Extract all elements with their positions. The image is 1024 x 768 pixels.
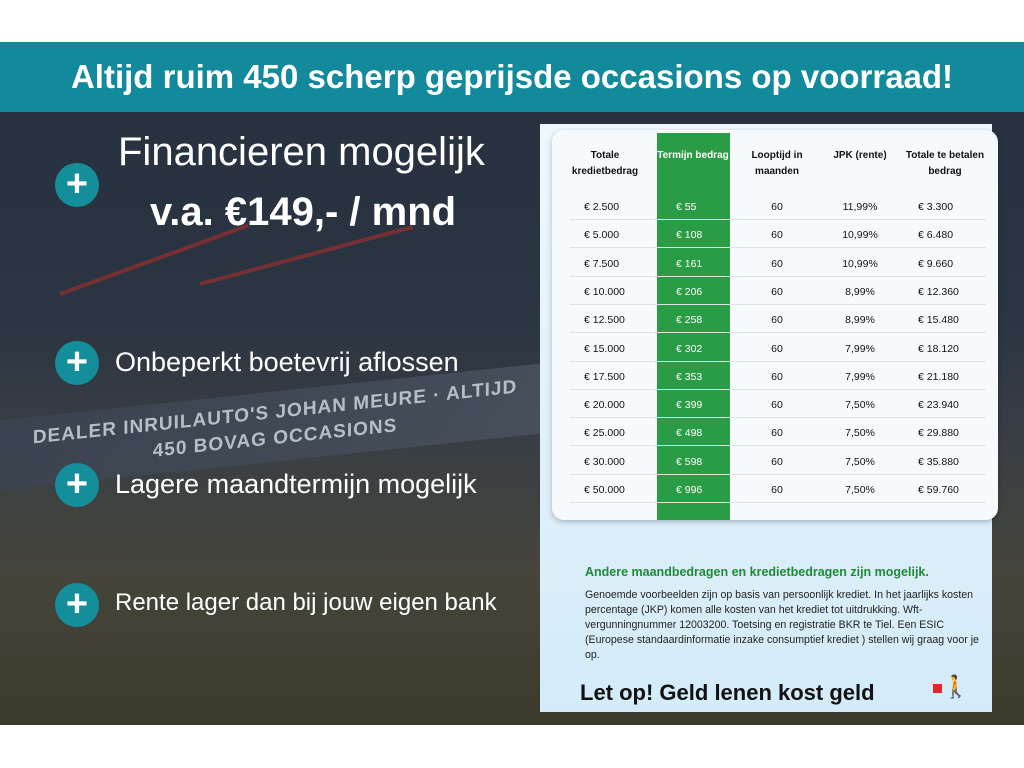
table-row: € 5.000 € 108 60 10,99% € 6.480 bbox=[570, 220, 986, 249]
table-cell: € 15.000 bbox=[584, 342, 625, 355]
table-row: € 50.000 € 996 60 7,50% € 59.760 bbox=[570, 475, 986, 503]
table-cell: € 7.500 bbox=[584, 257, 620, 270]
table-cell: € 59.760 bbox=[918, 484, 959, 496]
warning-text: Let op! Geld lenen kost geld bbox=[580, 680, 875, 705]
plus-icon: + bbox=[55, 463, 99, 507]
table-cell: 8,99% bbox=[845, 285, 875, 298]
table-cell: € 17.500 bbox=[584, 370, 625, 383]
table-cell: € 3.300 bbox=[918, 201, 954, 213]
table-cell: € 9.660 bbox=[918, 257, 954, 270]
table-cell: 10,99% bbox=[842, 257, 878, 270]
feature-item: Rente lager dan bij jouw eigen bank bbox=[115, 589, 497, 616]
column-header: Totale kredietbedrag bbox=[571, 150, 639, 177]
table-row: € 25.000 € 498 60 7,50% € 29.880 bbox=[570, 418, 986, 447]
table-cell: € 161 bbox=[676, 257, 703, 270]
table-cell: € 498 bbox=[676, 427, 703, 440]
column-header: JPK (rente) bbox=[833, 150, 887, 161]
table-row: € 2.500 € 55 60 11,99% € 3.300 bbox=[570, 192, 986, 220]
table-cell: € 206 bbox=[676, 285, 703, 298]
table-cell: € 302 bbox=[676, 342, 703, 355]
dealer-sign-text: DEALER INRUILAUTO'S JOHAN MEURE · ALTIJD… bbox=[32, 376, 518, 462]
table-cell: € 30.000 bbox=[584, 455, 625, 468]
table-cell: 7,99% bbox=[845, 342, 875, 355]
highlight-column bbox=[657, 133, 730, 520]
table-row: € 7.500 € 161 60 10,99% € 9.660 bbox=[570, 249, 986, 277]
table-cell: € 353 bbox=[676, 370, 703, 383]
table-cell: € 55 bbox=[676, 201, 697, 213]
table-cell: € 21.180 bbox=[918, 370, 959, 383]
table-cell: 60 bbox=[771, 201, 783, 213]
table-cell: € 35.880 bbox=[918, 455, 959, 468]
table-cell: 7,50% bbox=[845, 427, 875, 440]
plus-icon: + bbox=[55, 163, 99, 207]
note-body: Genoemde voorbeelden zijn op basis van p… bbox=[585, 589, 979, 661]
feature-item: Lagere maandtermijn mogelijk bbox=[115, 469, 477, 499]
table-cell: € 10.000 bbox=[584, 285, 625, 298]
table-row: € 12.500 € 258 60 8,99% € 15.480 bbox=[570, 305, 986, 334]
table-cell: € 15.480 bbox=[918, 314, 959, 327]
table-cell: € 29.880 bbox=[918, 427, 959, 440]
table-cell: € 258 bbox=[676, 314, 703, 327]
table-cell: 8,99% bbox=[845, 314, 875, 327]
table-cell: € 108 bbox=[676, 229, 703, 242]
table-cell: € 399 bbox=[676, 399, 703, 412]
headline-line1: Financieren mogelijk bbox=[118, 130, 485, 174]
table-cell: 7,50% bbox=[845, 484, 875, 496]
table-cell: € 18.120 bbox=[918, 342, 959, 355]
column-header: Termijn bedrag bbox=[657, 150, 729, 161]
plus-icon: + bbox=[55, 583, 99, 627]
table-cell: € 996 bbox=[676, 484, 703, 496]
table-cell: 60 bbox=[771, 484, 783, 496]
plus-icon: + bbox=[55, 341, 99, 385]
table-cell: 7,99% bbox=[845, 370, 875, 383]
walking-person-icon: 🚶 bbox=[933, 674, 969, 700]
headline-price: v.a. €149,- / mnd bbox=[150, 190, 457, 234]
column-header: Totale te betalen bedrag bbox=[905, 150, 985, 177]
table-cell: € 2.500 bbox=[584, 201, 620, 213]
table-cell: 60 bbox=[771, 455, 783, 468]
table-cell: 11,99% bbox=[842, 201, 878, 213]
table-cell: € 598 bbox=[676, 455, 703, 468]
top-banner: Altijd ruim 450 scherp geprijsde occasio… bbox=[0, 42, 1024, 112]
table-cell: 60 bbox=[771, 229, 783, 242]
table-cell: 60 bbox=[771, 399, 783, 412]
table-cell: 7,50% bbox=[845, 399, 875, 412]
feature-item: Onbeperkt boetevrij aflossen bbox=[115, 347, 459, 377]
table-row: € 17.500 € 353 60 7,99% € 21.180 bbox=[570, 362, 986, 390]
table-cell: € 12.500 bbox=[584, 314, 625, 327]
table-cell: € 6.480 bbox=[918, 229, 954, 242]
table-cell: 60 bbox=[771, 257, 783, 270]
table-row: € 15.000 € 302 60 7,99% € 18.120 bbox=[570, 334, 986, 362]
table-cell: 60 bbox=[771, 342, 783, 355]
table-cell: € 25.000 bbox=[584, 427, 625, 440]
table-cell: 60 bbox=[771, 370, 783, 383]
table-cell: € 5.000 bbox=[584, 229, 620, 242]
table-row: € 30.000 € 598 60 7,50% € 35.880 bbox=[570, 447, 986, 475]
table-cell: € 23.940 bbox=[918, 399, 959, 412]
table-row: € 10.000 € 206 60 8,99% € 12.360 bbox=[570, 277, 986, 305]
table-cell: € 20.000 bbox=[584, 399, 625, 412]
finance-table: Totale kredietbedrag Termijn bedrag Loopti… bbox=[552, 130, 998, 520]
table-cell: 60 bbox=[771, 314, 783, 327]
column-header: Looptijd in maanden bbox=[751, 150, 803, 177]
note-title: Andere maandbedragen en kredietbedragen … bbox=[585, 565, 929, 579]
table-row: € 20.000 € 399 60 7,50% € 23.940 bbox=[570, 390, 986, 419]
table-cell: 7,50% bbox=[845, 455, 875, 468]
table-cell: € 12.360 bbox=[918, 285, 959, 298]
table-cell: 60 bbox=[771, 427, 783, 440]
table-cell: 10,99% bbox=[842, 229, 878, 242]
table-cell: € 50.000 bbox=[584, 484, 625, 496]
table-cell: 60 bbox=[771, 285, 783, 298]
